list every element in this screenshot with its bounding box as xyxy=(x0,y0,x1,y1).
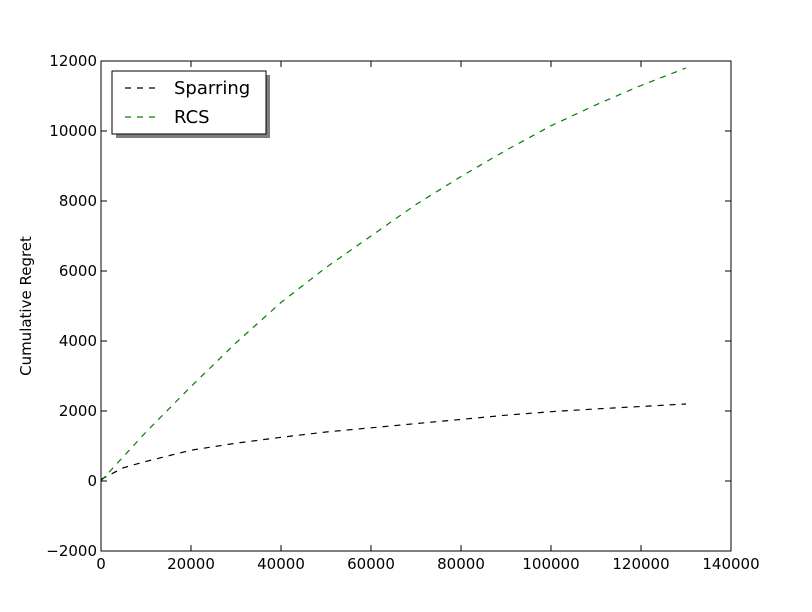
y-tick-label: 8000 xyxy=(59,192,97,210)
legend: Sparring RCS xyxy=(111,70,270,138)
x-tick-label: 80000 xyxy=(437,555,485,573)
plot-frame xyxy=(100,60,732,552)
x-tick-label: 100000 xyxy=(522,555,579,573)
series-line-rcs xyxy=(100,67,687,482)
plot-area xyxy=(100,67,687,482)
y-axis-label: Cumulative Regret xyxy=(17,236,35,376)
legend-label-sparring: Sparring xyxy=(174,78,250,99)
legend-box xyxy=(111,70,267,135)
legend-label-rcs: RCS xyxy=(174,107,210,128)
y-tick-label: −2000 xyxy=(46,542,97,560)
y-tick-label: 6000 xyxy=(59,262,97,280)
x-tick-label: 0 xyxy=(96,555,106,573)
x-tick-label: 20000 xyxy=(167,555,215,573)
y-tick-label: 2000 xyxy=(59,402,97,420)
x-tick-label: 40000 xyxy=(257,555,305,573)
y-tick-label: 4000 xyxy=(59,332,97,350)
x-tick-label: 120000 xyxy=(612,555,669,573)
axis-ticks: 0 20000 40000 60000 80000 100000 120000 140000−… xyxy=(46,52,759,573)
series-line-sparring xyxy=(100,403,687,480)
y-tick-label: 10000 xyxy=(49,122,97,140)
x-tick-label: 140000 xyxy=(702,555,759,573)
x-tick-label: 60000 xyxy=(347,555,395,573)
y-tick-label: 12000 xyxy=(49,52,97,70)
y-tick-label: 0 xyxy=(87,472,97,490)
